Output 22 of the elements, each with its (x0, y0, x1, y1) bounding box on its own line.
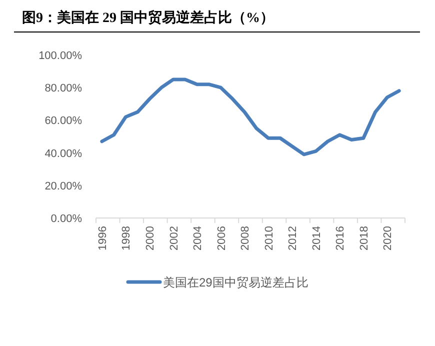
line-series (100, 78, 401, 156)
y-tick-label: 100.00% (38, 50, 82, 62)
y-tick-label: 60.00% (44, 115, 82, 128)
x-tick-label: 2006 (216, 226, 228, 250)
x-tick-label: 2010 (263, 226, 276, 250)
x-tick-label: 2012 (287, 226, 300, 250)
x-tick-label: 2002 (168, 226, 180, 250)
y-tick-label: 20.00% (44, 180, 82, 192)
x-tick-label: 2018 (358, 226, 370, 250)
y-tick-label: 40.00% (44, 148, 82, 160)
y-tick-label: 80.00% (44, 82, 82, 95)
legend-label: 美国在29国中贸易逆差占比 (163, 276, 308, 290)
x-tick-label: 2000 (144, 226, 156, 250)
x-tick-label: 1998 (120, 226, 133, 250)
x-tick-label: 1996 (96, 226, 109, 250)
chart-title: 图9：美国在 29 国中贸易逆差占比（%） (22, 9, 274, 26)
x-tick-label: 2020 (382, 226, 394, 250)
x-tick-label: 2008 (240, 226, 252, 250)
x-tick-label: 2016 (334, 226, 347, 250)
x-tick-label: 2004 (192, 226, 204, 250)
x-tick-label: 2014 (310, 226, 323, 250)
y-tick-label: 0.00% (50, 213, 82, 225)
